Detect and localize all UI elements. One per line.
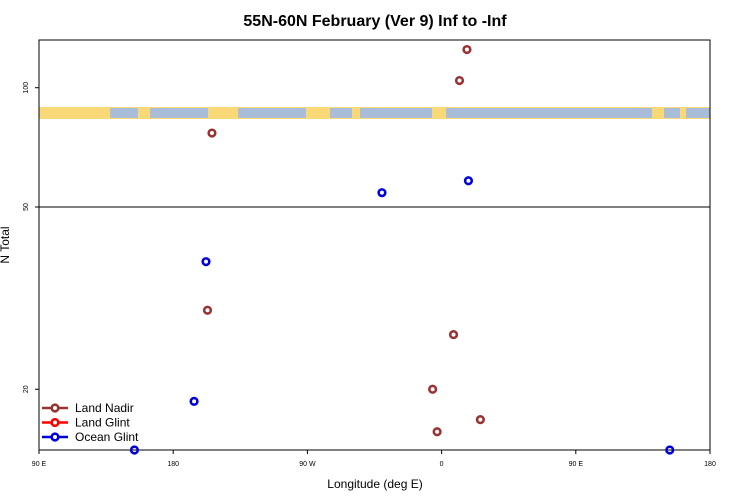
land-nadir-point [428,384,438,394]
map-ocean-patch [664,108,680,118]
legend-marker-land-glint [50,417,60,428]
y-tick-label: 20 [23,385,30,393]
ocean-glint-point [201,257,211,267]
y-tick-label: 100 [23,82,30,94]
chart-title: 55N-60N February (Ver 9) Inf to -Inf [243,13,507,30]
map-ocean-patch [150,108,208,118]
legend-marker-ocean-glint [50,432,60,442]
land-nadir-point [462,44,472,55]
y-axis-label: N Total [0,226,12,263]
x-axis-label: Longitude (deg E) [327,477,422,491]
ocean-glint-point [189,396,199,407]
x-tick-label: 90 W [299,461,316,468]
map-ocean-patch [238,108,306,118]
x-tick-label: 0 [440,461,444,468]
map-ocean-patch [110,108,138,118]
land-nadir-point [475,415,485,425]
ocean-glint-point [665,445,675,455]
map-ocean-patch [330,108,352,118]
legend-marker-land-nadir [50,403,60,413]
x-tick-label: 90 E [32,461,47,468]
ocean-glint-point [129,445,140,455]
ocean-glint-point [463,176,474,186]
legend-label-land-nadir: Land Nadir [75,401,134,415]
map-ocean-patch [446,108,652,118]
land-nadir-point [207,128,217,138]
x-tick-label: 180 [704,461,716,468]
y-tick-label: 50 [23,203,30,211]
legend-label-ocean-glint: Ocean Glint [75,430,139,444]
x-tick-label: 180 [167,461,179,468]
x-tick-label: 90 E [569,461,584,468]
legend-label-land-glint: Land Glint [75,416,130,430]
map-ocean-patch [360,108,432,118]
ocean-glint-point [377,188,387,198]
land-nadir-point [202,305,213,315]
land-nadir-point [454,75,465,86]
plot-frame [38,39,711,451]
land-nadir-point [432,427,442,437]
map-ocean-patch [686,108,710,118]
land-nadir-point [448,329,459,340]
land-ocean-map-strip [39,107,710,119]
